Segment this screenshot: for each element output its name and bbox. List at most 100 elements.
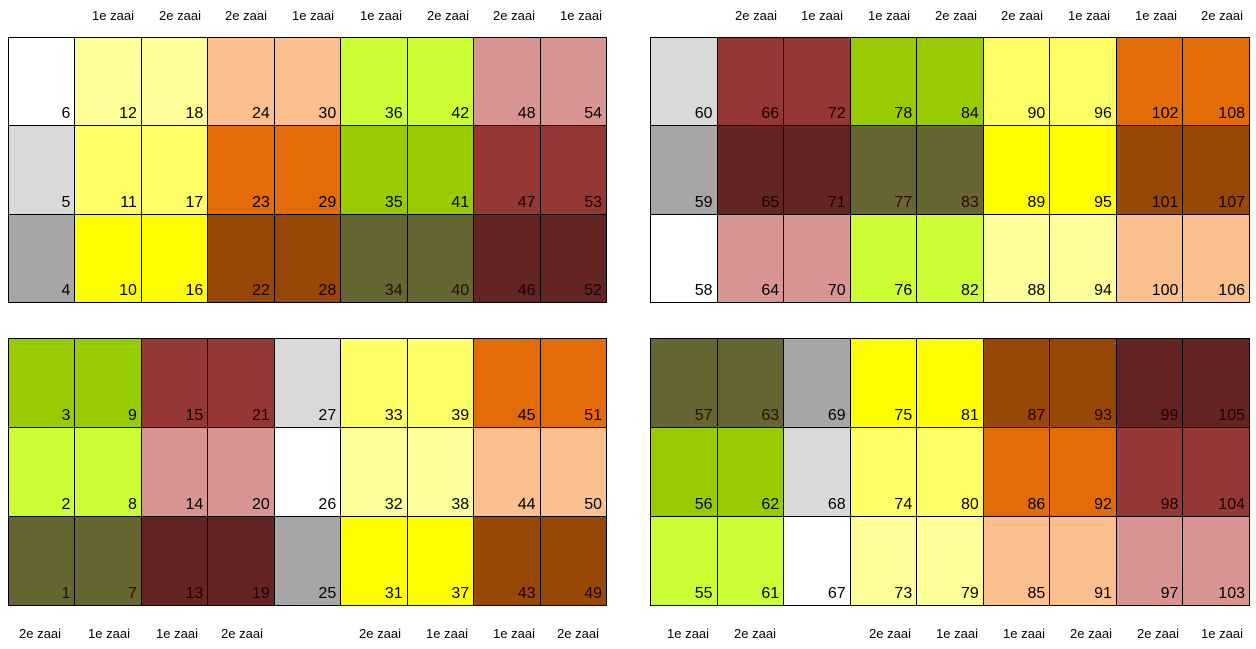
plot-cell: 108	[1183, 38, 1249, 126]
plot-number: 18	[185, 105, 204, 123]
plot-cell: 88	[983, 214, 1050, 302]
plot-number: 69	[827, 407, 846, 424]
plot-cell: 43	[474, 517, 540, 605]
plot-number: 94	[1094, 282, 1112, 299]
plot-cell: 100	[1116, 214, 1183, 302]
plot-number: 25	[318, 585, 337, 602]
column-label: 2e zaai	[19, 626, 61, 641]
column-label: 2e zaai	[427, 8, 469, 23]
plot-number: 1	[61, 585, 71, 602]
plot-cell: 55	[651, 517, 717, 605]
plot-number: 84	[960, 105, 979, 123]
plot-number: 56	[694, 496, 713, 513]
plot-cell: 75	[850, 339, 917, 427]
plot-number: 87	[1027, 407, 1046, 424]
plot-cell: 39	[407, 339, 474, 427]
plot-number: 20	[251, 496, 270, 513]
plot-number: 61	[761, 585, 780, 602]
plot-cell: 41	[407, 126, 474, 214]
plot-cell: 15	[141, 339, 208, 427]
plot-number: 62	[761, 496, 780, 513]
plot-cell: 97	[1116, 517, 1183, 605]
plot-number: 64	[761, 282, 780, 299]
column-label: 2e zaai	[225, 8, 267, 23]
plot-cell: 30	[274, 38, 341, 126]
plot-cell: 72	[784, 38, 850, 126]
plot-cell: 1	[9, 517, 75, 605]
block-top-right: 60 66 72 78 84 90 96 102 108 59 65 71 77 83 89 95 101 107…	[650, 37, 1250, 303]
plot-cell: 48	[474, 38, 540, 126]
column-label: 1e zaai	[1003, 626, 1045, 641]
plot-number: 31	[384, 585, 403, 602]
plot-cell: 11	[75, 126, 141, 214]
plot-cell: 6	[9, 38, 75, 126]
plot-cell: 52	[540, 214, 606, 302]
block-bottom-left: 3 9 15 21 27 33 39 45 51 2 8 14 20 26 32 38 44 50 1 7 13 19 25…	[8, 338, 607, 606]
plot-cell: 28	[274, 214, 341, 302]
plot-number: 52	[584, 282, 602, 299]
plot-cell: 107	[1183, 126, 1249, 214]
plot-number: 105	[1218, 407, 1245, 424]
plot-number: 100	[1151, 282, 1179, 299]
block-bottom-right: 57 63 69 75 81 87 93 99 105 56 62 68 74 80 86 92 98 104 55…	[650, 338, 1250, 606]
plot-number: 54	[584, 105, 602, 123]
plot-cell: 36	[341, 38, 407, 126]
plot-number: 68	[827, 496, 846, 513]
plot-number: 93	[1094, 407, 1112, 424]
plot-number: 12	[119, 105, 137, 123]
plot-number: 59	[694, 193, 713, 211]
plot-cell: 27	[274, 339, 341, 427]
column-label: 1e zaai	[667, 626, 709, 641]
plot-cell: 50	[540, 428, 606, 516]
plot-number: 37	[451, 585, 470, 602]
plot-cell: 49	[540, 517, 606, 605]
plot-cell: 54	[540, 38, 606, 126]
plot-cell: 90	[983, 38, 1050, 126]
plot-number: 2	[61, 496, 71, 513]
column-label: 1e zaai	[92, 8, 134, 23]
plot-cell: 10	[75, 214, 141, 302]
plot-number: 79	[960, 585, 979, 602]
plot-number: 103	[1218, 585, 1245, 602]
plot-number: 14	[185, 496, 204, 513]
plot-cell: 19	[208, 517, 274, 605]
column-label: 2e zaai	[1137, 626, 1179, 641]
plot-cell: 20	[208, 428, 274, 516]
plot-number: 10	[119, 282, 137, 299]
plot-number: 40	[451, 282, 470, 299]
plot-cell: 17	[141, 126, 208, 214]
plot-number: 75	[894, 407, 913, 424]
plot-number: 80	[960, 496, 979, 513]
plot-cell: 73	[850, 517, 917, 605]
plot-number: 91	[1094, 585, 1112, 602]
plot-number: 88	[1027, 282, 1046, 299]
plot-cell: 62	[717, 428, 784, 516]
column-label: 2e zaai	[935, 8, 977, 23]
plot-cell: 3	[9, 339, 75, 427]
plot-number: 89	[1027, 193, 1046, 211]
plot-cell: 84	[917, 38, 983, 126]
plot-number: 51	[584, 407, 602, 424]
plot-number: 81	[960, 407, 979, 424]
plot-cell: 89	[983, 126, 1050, 214]
plot-cell: 51	[540, 339, 606, 427]
plot-number: 74	[894, 496, 913, 513]
plot-number: 82	[960, 282, 979, 299]
column-label: 1e zaai	[88, 626, 130, 641]
plot-number: 33	[384, 407, 403, 424]
plot-cell: 58	[651, 214, 717, 302]
plot-cell: 47	[474, 126, 540, 214]
plot-number: 21	[251, 407, 270, 424]
plot-cell: 68	[784, 428, 850, 516]
plot-cell: 12	[75, 38, 141, 126]
plot-cell: 13	[141, 517, 208, 605]
plot-number: 49	[584, 585, 602, 602]
plot-cell: 35	[341, 126, 407, 214]
plot-number: 13	[185, 585, 204, 602]
plot-cell: 78	[850, 38, 917, 126]
plot-cell: 106	[1183, 214, 1249, 302]
plot-cell: 70	[784, 214, 850, 302]
plot-number: 19	[251, 585, 270, 602]
plot-number: 104	[1218, 496, 1245, 513]
column-label: 1e zaai	[868, 8, 910, 23]
